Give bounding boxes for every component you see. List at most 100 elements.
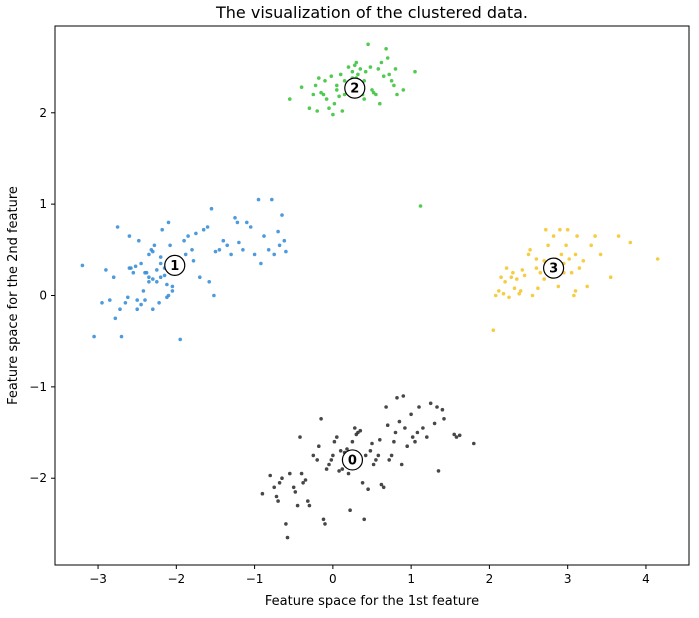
data-point-cluster-0	[387, 458, 392, 462]
data-point-cluster-1	[277, 243, 282, 248]
data-point-cluster-0	[399, 462, 404, 467]
data-point-cluster-0	[348, 508, 352, 512]
data-point-cluster-0	[436, 469, 441, 473]
data-point-cluster-2	[379, 60, 384, 65]
x-axis-label: Feature space for the 1st feature	[265, 594, 479, 609]
data-point-cluster-0	[340, 467, 345, 471]
data-point-cluster-1	[127, 266, 132, 270]
data-point-cluster-0	[301, 481, 305, 485]
data-point-cluster-2	[392, 83, 396, 88]
data-point-cluster-1	[207, 280, 211, 284]
data-point-cluster-1	[151, 249, 155, 254]
data-point-cluster-1	[245, 220, 249, 225]
data-point-cluster-3	[536, 286, 540, 291]
data-point-cluster-0	[288, 471, 292, 476]
cluster-center-3: 3	[542, 257, 565, 279]
data-point-cluster-3	[628, 240, 633, 245]
data-point-cluster-1	[276, 229, 280, 234]
data-point-cluster-0	[395, 396, 399, 400]
x-axis: −3 −2 −1 0 1 2 3 4	[89, 565, 650, 586]
data-point-cluster-2	[311, 92, 316, 97]
data-point-cluster-1	[284, 249, 288, 254]
data-point-cluster-1	[157, 301, 161, 305]
data-point-cluster-2	[346, 65, 351, 69]
data-point-cluster-1	[100, 301, 104, 305]
data-point-cluster-0	[285, 535, 290, 540]
data-point-cluster-2	[385, 56, 390, 60]
data-point-cluster-1	[237, 240, 241, 245]
data-point-cluster-0	[324, 467, 329, 471]
data-point-cluster-1	[143, 270, 147, 275]
data-point-cluster-1	[113, 316, 118, 321]
cluster-center-0: 0	[341, 449, 364, 471]
data-point-cluster-1	[198, 275, 202, 280]
data-point-cluster-1	[155, 268, 159, 272]
data-point-cluster-1	[170, 289, 175, 293]
data-point-cluster-1	[162, 273, 167, 278]
data-point-cluster-0	[331, 453, 335, 458]
data-point-cluster-0	[393, 430, 398, 435]
data-point-cluster-0	[274, 494, 279, 499]
data-point-cluster-1	[178, 337, 182, 342]
data-point-cluster-1	[139, 261, 143, 266]
data-point-cluster-2	[368, 65, 373, 69]
data-point-cluster-1	[282, 238, 287, 243]
data-point-cluster-1	[217, 248, 222, 252]
data-point-cluster-0	[272, 485, 277, 490]
data-point-cluster-0	[403, 426, 407, 430]
data-point-cluster-1	[259, 261, 263, 266]
data-point-cluster-1	[186, 234, 190, 238]
data-point-cluster-3	[589, 243, 593, 248]
data-point-cluster-2	[378, 101, 382, 106]
data-point-cluster-3	[522, 273, 527, 278]
data-point-cluster-3	[608, 275, 613, 280]
data-point-cluster-1	[190, 248, 194, 252]
data-point-cluster-1	[147, 280, 151, 284]
data-point-cluster-0	[293, 490, 298, 494]
data-point-cluster-0	[319, 417, 323, 421]
data-point-cluster-2	[342, 79, 347, 83]
data-point-cluster-3	[569, 270, 574, 275]
data-point-cluster-3	[573, 289, 578, 293]
data-point-cluster-1	[147, 252, 151, 257]
data-point-cluster-0	[417, 405, 421, 409]
data-point-cluster-1	[272, 252, 277, 257]
data-point-cluster-1	[158, 261, 163, 266]
data-point-cluster-1	[158, 255, 163, 259]
data-point-cluster-0	[389, 453, 394, 458]
data-point-cluster-0	[371, 462, 376, 467]
data-point-cluster-1	[225, 243, 229, 248]
data-point-cluster-0	[425, 435, 429, 439]
cluster-center-marker	[344, 77, 366, 99]
data-point-cluster-3	[542, 259, 546, 263]
data-point-cluster-3	[585, 284, 589, 289]
data-point-cluster-2	[315, 109, 320, 113]
data-point-cluster-2	[418, 204, 423, 208]
data-point-cluster-3	[491, 328, 496, 333]
data-point-cluster-0	[401, 394, 406, 398]
data-point-cluster-1	[233, 216, 237, 220]
data-point-cluster-1	[152, 243, 157, 248]
data-point-cluster-0	[435, 405, 439, 409]
data-point-cluster-0	[454, 435, 459, 439]
data-point-cluster-0	[432, 421, 437, 426]
data-point-cluster-0	[332, 439, 337, 444]
data-point-cluster-0	[368, 449, 373, 453]
data-point-cluster-0	[307, 503, 312, 508]
data-point-cluster-3	[573, 252, 578, 257]
data-point-cluster-1	[170, 284, 175, 289]
data-point-cluster-1	[183, 252, 188, 257]
data-point-cluster-2	[307, 106, 312, 110]
data-point-cluster-1	[137, 238, 141, 243]
data-point-cluster-0	[405, 444, 410, 449]
data-point-cluster-0	[321, 517, 326, 522]
data-point-cluster-2	[356, 72, 360, 77]
data-point-cluster-1	[262, 234, 266, 238]
data-point-cluster-2	[329, 74, 334, 78]
data-point-cluster-1	[248, 225, 253, 229]
data-point-cluster-2	[313, 83, 318, 88]
data-point-cluster-0	[284, 522, 288, 526]
data-point-cluster-1	[194, 231, 198, 236]
data-point-cluster-0	[409, 412, 413, 417]
